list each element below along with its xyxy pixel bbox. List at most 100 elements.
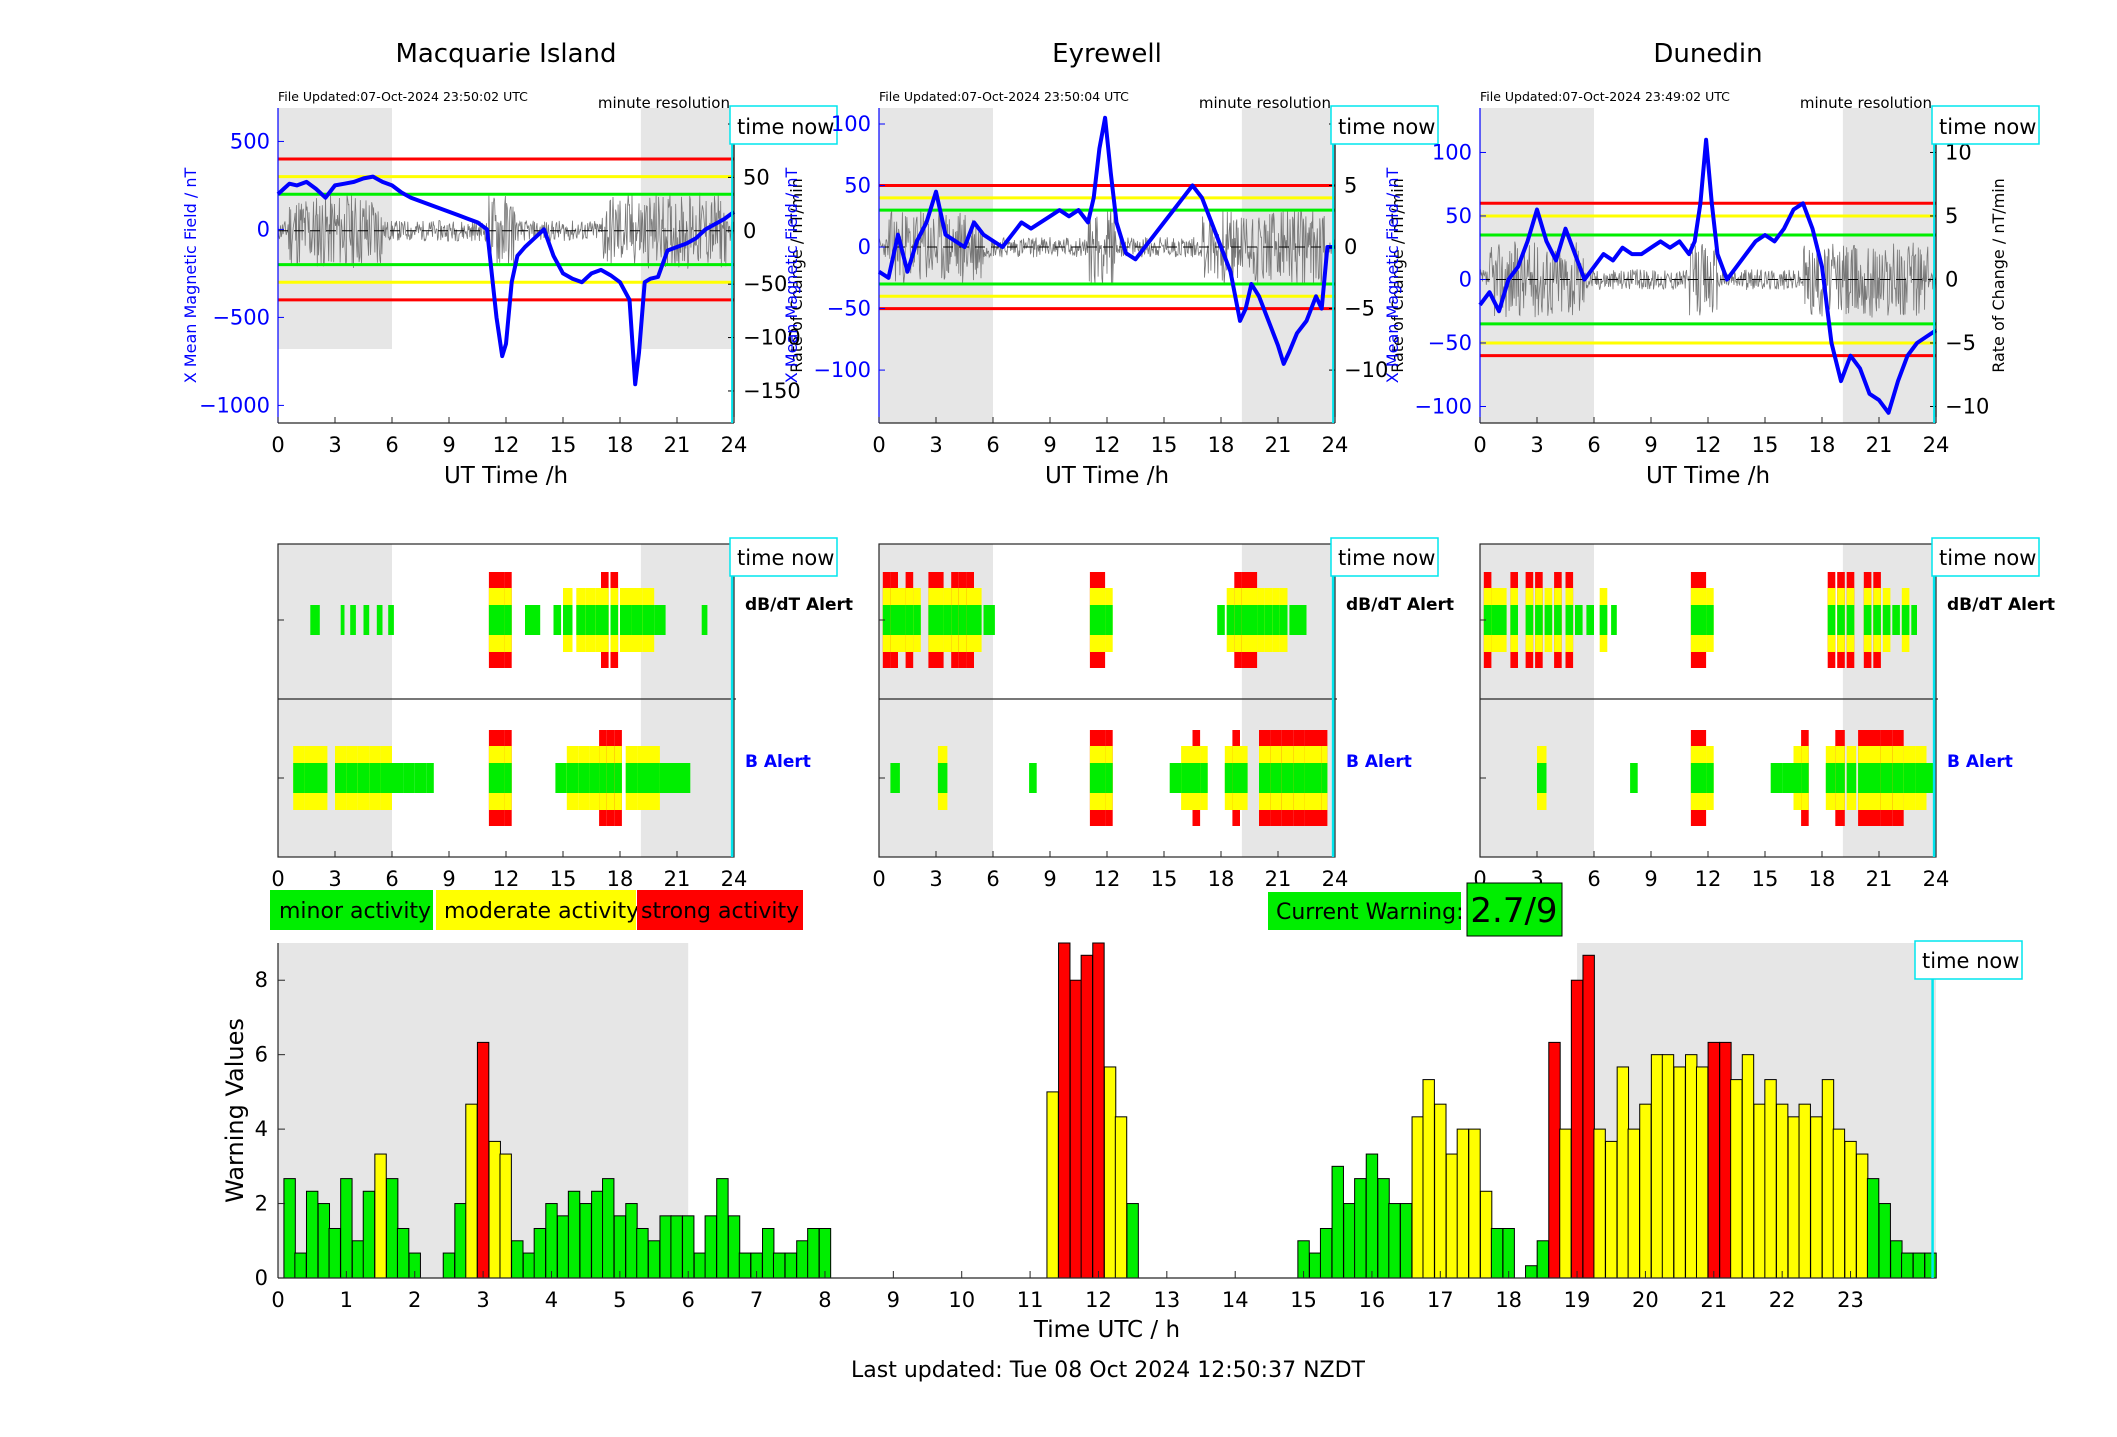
dbdt-alert-minor-band <box>654 605 666 635</box>
b-alert-label: B Alert <box>745 752 811 772</box>
b-alert-minor-band <box>648 763 660 793</box>
dbdt-alert-minor-band <box>905 605 914 635</box>
dbdt-alert-minor-band <box>1575 605 1583 635</box>
warning-bar <box>374 1153 387 1279</box>
warning-bar <box>533 1227 547 1279</box>
activity-legend: minor activity moderate activity strong … <box>270 890 803 930</box>
night-shade <box>278 544 392 857</box>
dbdt-alert-minor-band <box>504 605 512 635</box>
b-alert-minor-band <box>659 763 672 793</box>
warning-bar <box>682 1215 695 1279</box>
dbdt-alert-minor-band <box>1535 605 1543 635</box>
dbdt-alert-minor-band <box>1298 605 1307 635</box>
x-tick-label: 1 <box>340 1288 353 1312</box>
dbdt-alert-minor-band <box>363 605 370 635</box>
b-alert-minor-band <box>380 763 392 793</box>
warning-bar <box>442 1252 456 1279</box>
minute-resolution-label: minute resolution <box>1199 94 1331 112</box>
b-alert-minor-band <box>1869 763 1881 793</box>
rate-of-change-line <box>878 208 1336 285</box>
warning-bar <box>1468 1128 1481 1279</box>
dbdt-alert-minor-band <box>1846 605 1855 635</box>
dbdt-alert-minor-band <box>1241 605 1250 635</box>
dbdt-alert-minor-band <box>701 605 708 635</box>
b-alert-minor-band <box>566 763 579 793</box>
station-panel-2: Eyrewell File Updated:07-Oct-2024 23:50:0… <box>782 39 1454 891</box>
b-alert-minor-band <box>414 763 427 793</box>
warning-bar <box>328 1227 341 1279</box>
x-tick-label: 24 <box>1322 433 1349 457</box>
b-alert-minor-band <box>1892 763 1904 793</box>
x-tick-label: 21 <box>1866 433 1893 457</box>
dbdt-alert-minor-band <box>488 605 497 635</box>
warning-bar <box>1924 1252 1937 1279</box>
station-panel-3: Dunedin File Updated:07-Oct-2024 23:49:02… <box>1383 39 2055 891</box>
dbdt-alert-label: dB/dT Alert <box>1947 595 2055 615</box>
dbdt-alert-minor-band <box>1565 605 1574 635</box>
y-axis-label: Warning Values <box>221 1018 249 1203</box>
dbdt-alert-minor-band <box>553 605 562 635</box>
dbdt-alert-minor-band <box>1097 605 1106 635</box>
warning-bar <box>738 1252 752 1279</box>
dbdt-alert-minor-band <box>1217 605 1225 635</box>
b-alert-minor-band <box>1097 763 1106 793</box>
station-title: Dunedin <box>1653 39 1762 69</box>
warning-bar <box>1901 1252 1914 1279</box>
file-updated: File Updated:07-Oct-2024 23:50:04 UTC <box>879 89 1129 104</box>
b-alert-minor-band <box>1835 763 1845 793</box>
warning-bar <box>1319 1227 1333 1279</box>
x-tick-label: 0 <box>872 433 885 457</box>
warning-bar <box>591 1190 604 1279</box>
b-alert-minor-band <box>346 763 358 793</box>
b-alert-minor-band <box>1200 763 1208 793</box>
legend-moderate-swatch <box>436 890 636 930</box>
x-tick-label: 21 <box>1866 867 1893 891</box>
warning-bar <box>454 1203 467 1279</box>
warning-bar <box>465 1103 478 1279</box>
x-tick-label: 23 <box>1837 1288 1864 1312</box>
dbdt-alert-minor-band <box>1586 605 1594 635</box>
left-tick-label: 50 <box>844 174 871 198</box>
warning-bar <box>1775 1103 1789 1279</box>
x-tick-label: 12 <box>493 867 520 891</box>
warning-bar <box>1741 1054 1755 1279</box>
warning-bar <box>1673 1066 1686 1279</box>
b-alert-minor-band <box>1270 763 1282 793</box>
warning-bar <box>567 1190 581 1279</box>
right-tick-label: 5 <box>1344 174 1357 198</box>
dbdt-alert-minor-band <box>376 605 383 635</box>
x-tick-label: 18 <box>1809 867 1836 891</box>
dbdt-alert-minor-band <box>882 605 891 635</box>
x-axis-label: UT Time /h <box>1646 463 1770 489</box>
warning-bar <box>1639 1103 1652 1279</box>
b-alert-minor-band <box>1690 763 1699 793</box>
time-now-label: time now <box>737 115 834 139</box>
b-alert-minor-band <box>335 763 347 793</box>
x-tick-label: 16 <box>1359 1288 1386 1312</box>
x-tick-label: 11 <box>1017 1288 1044 1312</box>
dbdt-alert-minor-band <box>1089 605 1098 635</box>
dbdt-alert-minor-band <box>1698 605 1707 635</box>
left-tick-label: −500 <box>212 305 270 329</box>
dbdt-alert-minor-band <box>310 605 320 635</box>
b-alert-minor-band <box>1029 763 1037 793</box>
y-tick-label: 0 <box>255 1266 268 1290</box>
left-tick-label: 0 <box>257 217 270 241</box>
left-tick-label: 100 <box>831 112 871 136</box>
y-tick-label: 4 <box>255 1117 268 1141</box>
x-tick-label: 0 <box>271 433 284 457</box>
x-tick-label: 9 <box>1644 433 1657 457</box>
b-alert-minor-band <box>1181 763 1193 793</box>
x-tick-label: 6 <box>986 433 999 457</box>
b-alert-minor-band <box>1240 763 1248 793</box>
b-alert-minor-band <box>293 763 305 793</box>
magnetic-field-line <box>276 174 736 387</box>
warning-bar <box>1399 1203 1413 1279</box>
station-panel-1: Macquarie Island File Updated:07-Oct-2024… <box>181 39 853 891</box>
x-tick-label: 22 <box>1769 1288 1796 1312</box>
dbdt-alert-minor-band <box>610 605 619 635</box>
dbdt-alert-minor-band <box>913 605 921 635</box>
dbdt-alert-minor-band <box>563 605 573 635</box>
dbdt-alert-minor-band <box>1901 605 1910 635</box>
warning-bar <box>340 1178 353 1279</box>
